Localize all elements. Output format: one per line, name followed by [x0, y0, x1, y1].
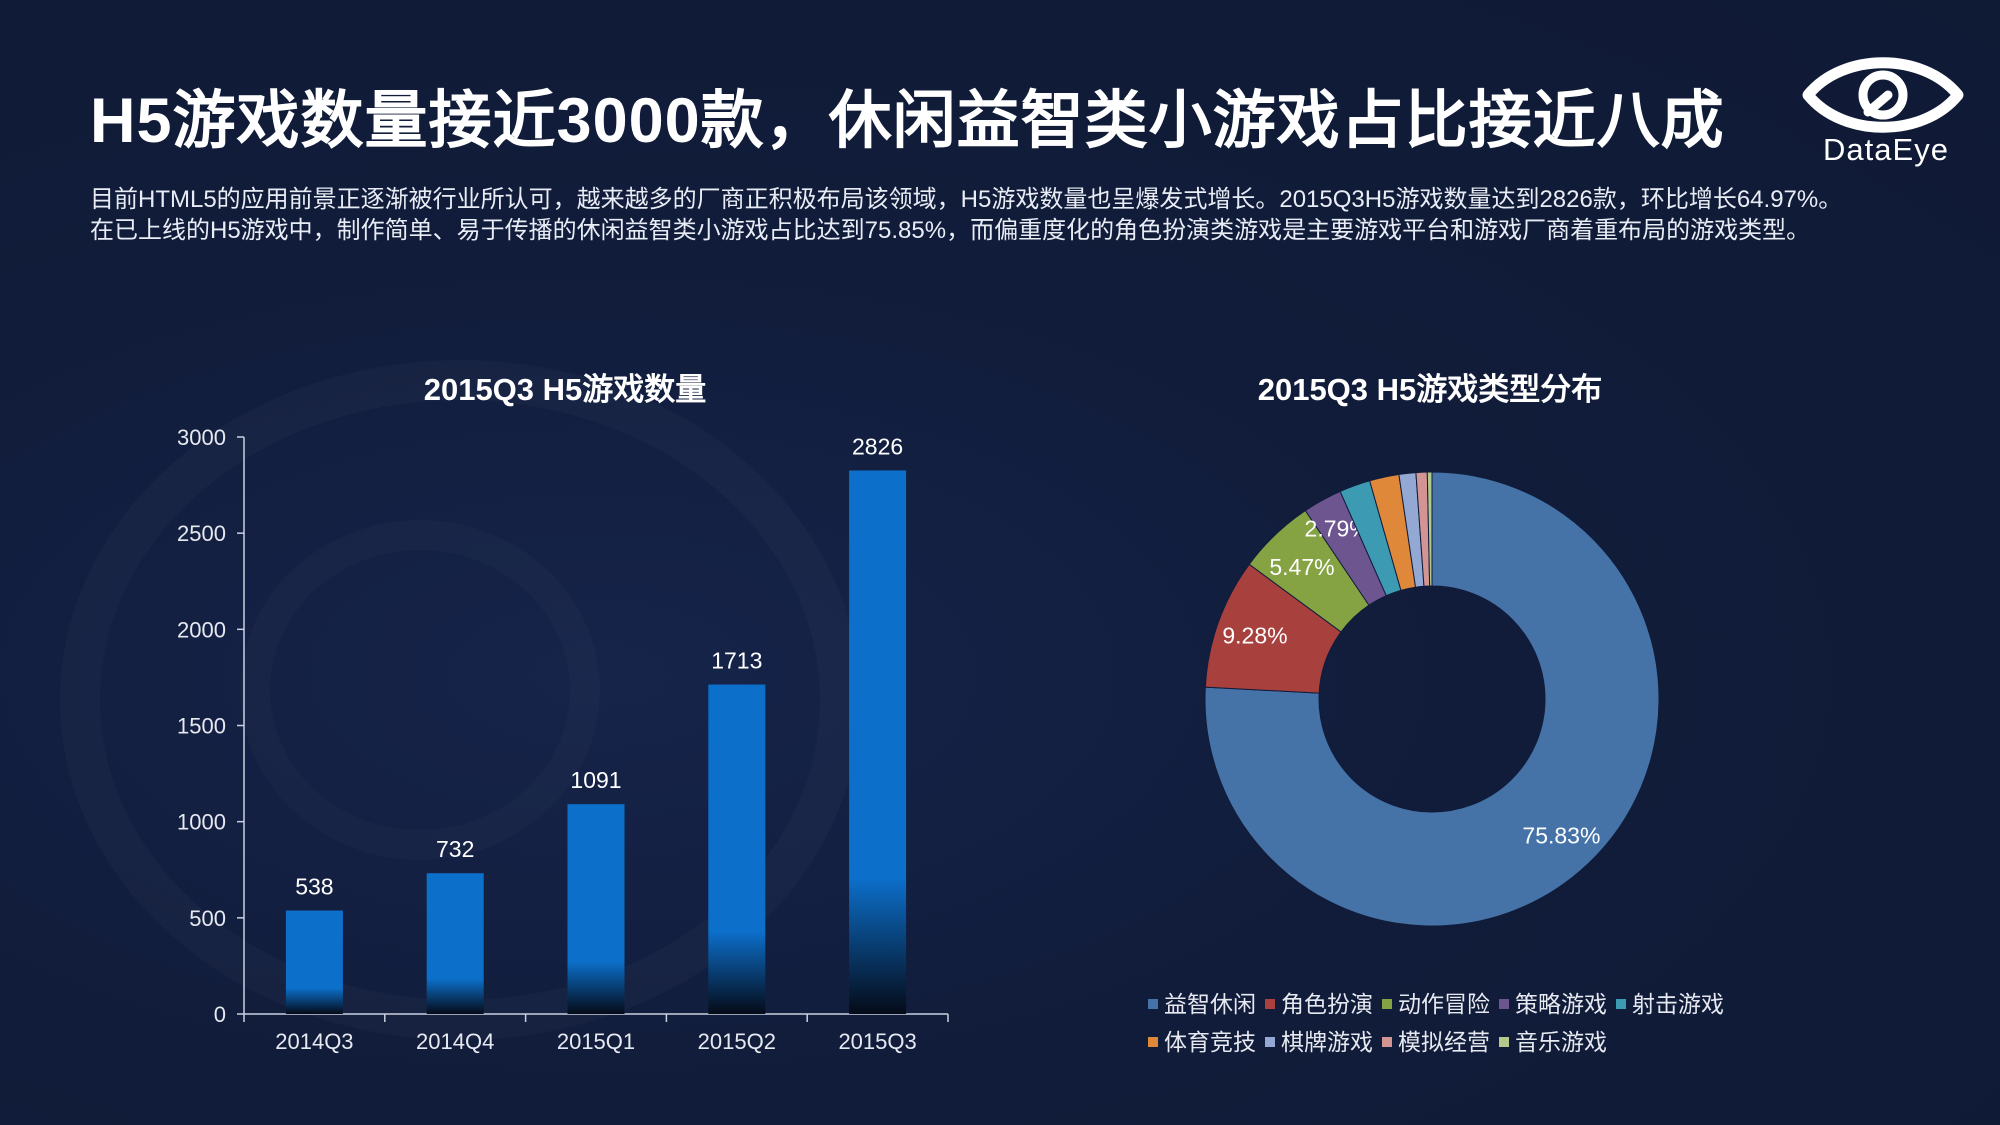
x-tick-label: 2014Q3	[275, 1029, 353, 1054]
legend-item: 动作冒险	[1382, 985, 1490, 1023]
legend-swatch	[1148, 999, 1158, 1009]
logo-text: DataEye	[1823, 132, 1949, 167]
legend-swatch	[1148, 1037, 1158, 1047]
y-tick-label: 2000	[177, 617, 226, 642]
legend-label: 策略游戏	[1515, 991, 1607, 1017]
donut-chart: 75.83%9.28%5.47%2.79%	[1204, 471, 1660, 927]
bar-2014Q4	[426, 873, 484, 1014]
bar-data-label: 1713	[711, 648, 762, 674]
bar-data-label: 732	[436, 836, 474, 862]
donut-chart-title: 2015Q3 H5游戏类型分布	[1257, 372, 1603, 407]
x-tick-label: 2015Q1	[557, 1029, 635, 1054]
legend-row: 体育竞技 棋牌游戏 模拟经营 音乐游戏	[1148, 1023, 1748, 1061]
slice-data-label: 9.28%	[1222, 623, 1287, 649]
y-tick-label: 0	[214, 1002, 226, 1027]
bar-data-label: 538	[295, 874, 333, 900]
y-tick-label: 500	[189, 906, 226, 931]
y-tick-label: 2500	[177, 521, 226, 546]
bar-data-label: 1091	[570, 767, 621, 793]
legend-row: 益智休闲 角色扮演 动作冒险 策略游戏 射击游戏	[1148, 985, 1748, 1023]
y-tick-label: 3000	[177, 425, 226, 450]
legend-item: 音乐游戏	[1499, 1023, 1607, 1061]
legend-swatch	[1616, 999, 1626, 1009]
legend-label: 体育竞技	[1164, 1029, 1256, 1055]
x-tick-label: 2014Q4	[416, 1029, 494, 1054]
legend-item: 益智休闲	[1148, 985, 1256, 1023]
legend-label: 棋牌游戏	[1281, 1029, 1373, 1055]
legend-swatch	[1382, 999, 1392, 1009]
legend-item: 棋牌游戏	[1265, 1023, 1373, 1061]
legend-item: 体育竞技	[1148, 1023, 1256, 1061]
legend-label: 角色扮演	[1281, 991, 1373, 1017]
legend-item: 模拟经营	[1382, 1023, 1490, 1061]
bar-chart: 0 500 1000 1500 2000 2500 3000 538 2014Q3 732 2014…	[177, 425, 949, 1054]
legend-label: 射击游戏	[1632, 991, 1724, 1017]
slice-音乐游戏	[1426, 471, 1433, 587]
bar-data-label: 2826	[852, 433, 903, 459]
bar-chart-title: 2015Q3 H5游戏数量	[423, 372, 707, 407]
dataeye-logo	[1798, 50, 1968, 180]
donut-legend: 益智休闲 角色扮演 动作冒险 策略游戏 射击游戏 体育竞技 棋牌游戏 模拟经营 音乐游戏	[1148, 985, 1748, 1061]
legend-label: 音乐游戏	[1515, 1029, 1607, 1055]
slice-data-label: 5.47%	[1269, 554, 1334, 580]
eye-icon	[1802, 57, 1964, 133]
x-tick-label: 2015Q2	[698, 1029, 776, 1054]
slice-data-label: 75.83%	[1522, 822, 1600, 848]
legend-swatch	[1499, 999, 1509, 1009]
page-title: H5游戏数量接近3000款，休闲益智类小游戏占比接近八成	[90, 86, 1725, 156]
bar-2014Q3	[285, 910, 343, 1014]
legend-item: 射击游戏	[1616, 985, 1724, 1023]
x-tick-label: 2015Q3	[838, 1029, 916, 1054]
bar-2015Q2	[708, 684, 766, 1014]
y-tick-label: 1500	[177, 714, 226, 739]
slice-益智休闲	[1204, 471, 1660, 927]
legend-item: 角色扮演	[1265, 985, 1373, 1023]
legend-swatch	[1382, 1037, 1392, 1047]
legend-swatch	[1265, 1037, 1275, 1047]
legend-swatch	[1499, 1037, 1509, 1047]
legend-label: 模拟经营	[1398, 1029, 1490, 1055]
legend-swatch	[1265, 999, 1275, 1009]
bar-2015Q1	[567, 804, 625, 1014]
bar-2015Q3	[849, 470, 907, 1014]
y-tick-label: 1000	[177, 810, 226, 835]
legend-label: 益智休闲	[1164, 991, 1256, 1017]
legend-item: 策略游戏	[1499, 985, 1607, 1023]
legend-label: 动作冒险	[1398, 991, 1490, 1017]
page-description: 目前HTML5的应用前景正逐渐被行业所认可，越来越多的厂商正积极布局该领域，H5…	[90, 186, 1843, 244]
